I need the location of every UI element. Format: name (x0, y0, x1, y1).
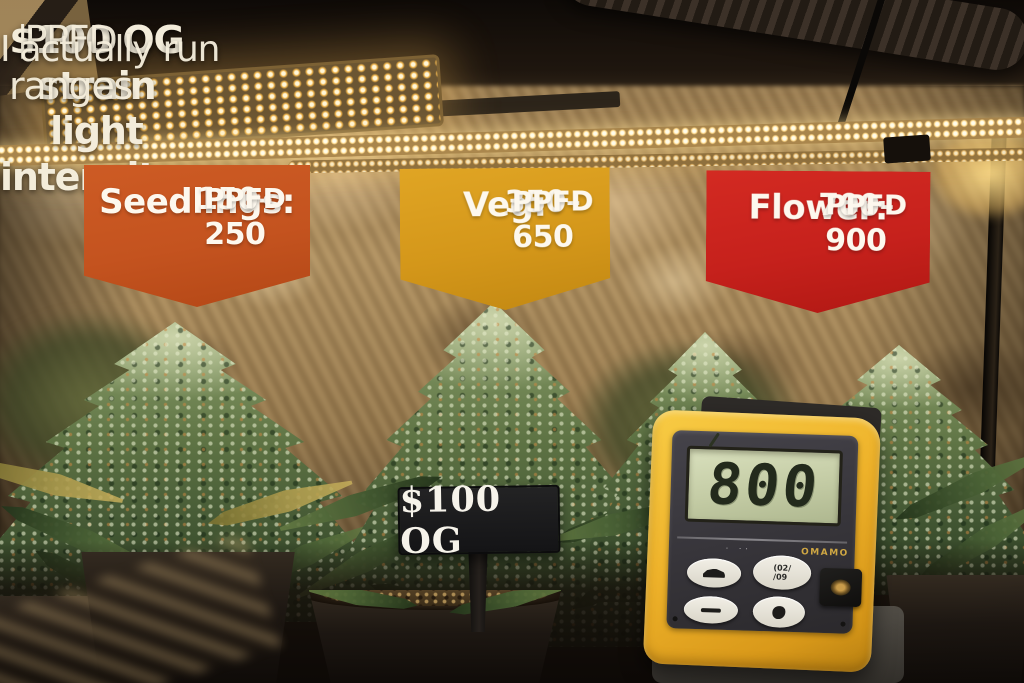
title-line-2: I actually run (0, 29, 220, 70)
screw (672, 616, 678, 622)
range-unit: PPFD (204, 182, 286, 215)
lcd-reading: 800 (703, 451, 824, 521)
screw (840, 621, 846, 627)
panel-tick-marks: · ·· (725, 543, 753, 554)
sign-stake (468, 550, 488, 632)
power-icon (772, 605, 786, 619)
range-unit: PPFD (825, 188, 907, 222)
title-light-text: PPFD ranges (9, 18, 133, 108)
banner-label: Seedlings: (99, 182, 295, 222)
meter-minus-button (683, 595, 739, 625)
unit-icon: (02//09 (772, 563, 792, 582)
meter-sensor-button (819, 567, 863, 608)
ppfd-meter: 800 · ·· OMAMO (02//09 (642, 409, 882, 673)
plant-pot-center (308, 590, 562, 683)
banner-seedlings: Seedlings: 150–250 PPFD (84, 165, 310, 307)
sensor-eye (830, 579, 851, 596)
light-driver-box (883, 134, 931, 164)
meter-face-panel: 800 · ·· OMAMO (02//09 (666, 430, 863, 634)
plant-label-text: $100 OG (399, 478, 502, 563)
lcd-segment-artifact (708, 432, 720, 448)
mode-icon (703, 568, 725, 578)
range-value: 150–250 (197, 182, 273, 252)
plant-pot-left (81, 552, 295, 683)
plant-label-sign: $100 OG (397, 479, 561, 562)
minus-icon (700, 607, 721, 613)
meter-mode-button (686, 557, 742, 589)
panel-divider (677, 536, 848, 544)
range-unit: PPFD (511, 184, 594, 218)
lcd-display: 800 (684, 445, 843, 527)
plant-pot-right (886, 575, 1024, 683)
meter-unit-button: (02//09 (752, 554, 812, 591)
meter-power-button (752, 595, 806, 629)
